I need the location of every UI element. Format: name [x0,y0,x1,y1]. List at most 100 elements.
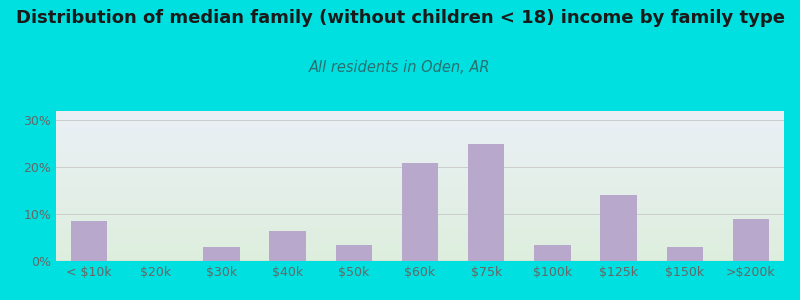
Bar [56,144,784,145]
Bar [203,247,240,261]
Bar [56,142,784,143]
Bar [56,200,784,201]
Bar [56,196,784,197]
Bar [56,125,784,126]
Bar [56,217,784,218]
Bar [56,193,784,194]
Bar [56,189,784,190]
Bar [56,124,784,125]
Bar [56,224,784,225]
Bar [56,141,784,142]
Bar [71,221,107,261]
Bar [270,230,306,261]
Bar [56,237,784,238]
Bar [56,255,784,256]
Bar [56,188,784,189]
Bar [56,127,784,128]
Bar [56,198,784,199]
Bar [56,195,784,196]
Bar [336,244,372,261]
Bar [56,162,784,163]
Bar [56,180,784,181]
Bar [56,218,784,219]
Bar [56,259,784,260]
Bar [56,241,784,242]
Bar [56,226,784,227]
Bar [56,115,784,116]
Bar [56,211,784,212]
Bar [56,170,784,171]
Bar [56,205,784,206]
Bar [56,179,784,180]
Bar [56,123,784,124]
Bar [56,165,784,166]
Bar [56,161,784,162]
Bar [56,164,784,165]
Bar [56,209,784,210]
Bar [56,215,784,216]
Bar [56,238,784,239]
Bar [56,132,784,133]
Bar [56,210,784,211]
Bar [56,169,784,170]
Bar [56,181,784,182]
Bar [56,159,784,160]
Bar [56,207,784,208]
Bar [56,208,784,209]
Bar [56,160,784,161]
Bar [56,257,784,258]
Bar [56,147,784,148]
Bar [56,117,784,118]
Bar [56,201,784,202]
Bar [56,187,784,188]
Bar [56,135,784,136]
Bar [56,244,784,245]
Bar [56,202,784,203]
Bar [56,260,784,261]
Bar [56,214,784,215]
Bar [56,216,784,217]
Bar [56,206,784,207]
Bar [56,223,784,224]
Bar [56,174,784,175]
Bar [56,254,784,255]
Bar [56,155,784,156]
Bar [56,120,784,121]
Bar [56,183,784,184]
Bar [666,247,703,261]
Bar [56,173,784,174]
Bar [402,163,438,261]
Bar [56,199,784,200]
Bar [56,126,784,127]
Bar [56,252,784,253]
Bar [56,156,784,157]
Bar [56,191,784,192]
Bar [56,221,784,222]
Bar [56,249,784,250]
Bar [56,228,784,229]
Text: All residents in Oden, AR: All residents in Oden, AR [310,60,490,75]
Bar [56,118,784,119]
Bar [56,113,784,114]
Bar [56,197,784,198]
Bar [56,235,784,236]
Bar [56,230,784,231]
Bar [56,130,784,131]
Bar [56,114,784,115]
Bar [56,184,784,185]
Bar [56,213,784,214]
Bar [56,245,784,246]
Bar [56,143,784,144]
Bar [56,233,784,234]
Bar [56,153,784,154]
Bar [56,151,784,152]
Bar [56,250,784,251]
Bar [56,229,784,230]
Bar [56,256,784,257]
Bar [56,185,784,186]
Bar [56,154,784,155]
Bar [56,204,784,205]
Bar [56,137,784,138]
Bar [56,111,784,112]
Bar [56,133,784,134]
